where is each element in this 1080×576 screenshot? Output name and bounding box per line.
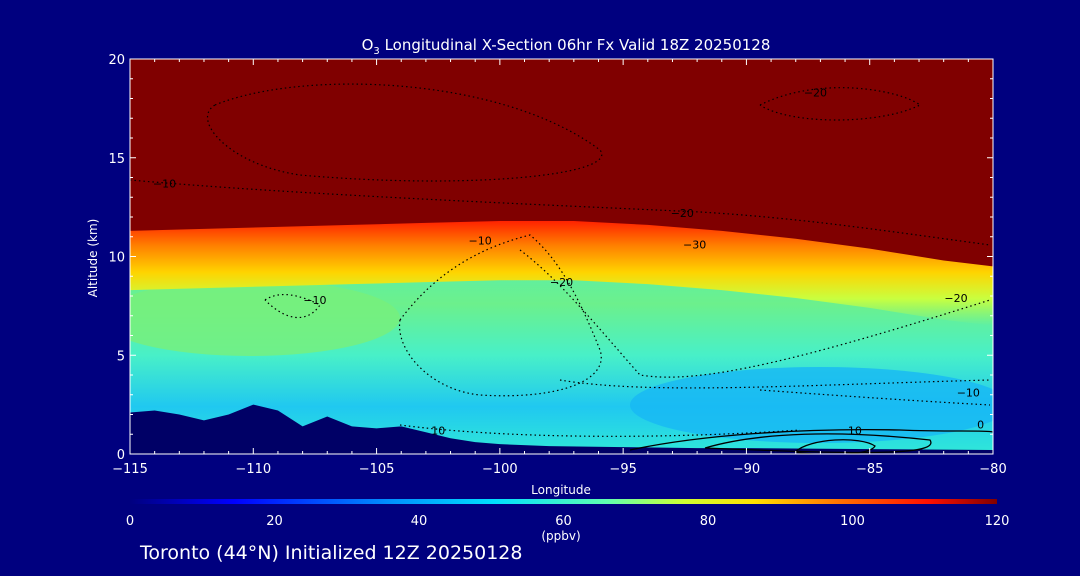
x-tick-label: −85 <box>856 462 883 477</box>
contour-lines <box>130 83 991 437</box>
contour-label: −20 <box>550 276 573 289</box>
contour-line <box>559 379 991 389</box>
y-tick-label: 0 <box>117 448 125 463</box>
x-tick-label: −105 <box>359 462 395 477</box>
contour-label: −10 <box>153 177 176 190</box>
contour-line-ten <box>704 433 932 454</box>
x-tick-label: −95 <box>609 462 636 477</box>
solid-contours <box>629 429 993 454</box>
y-axis-label: Altitude (km) <box>86 219 100 298</box>
contour-label: −10 <box>469 235 492 248</box>
chart-title: O3 Longitudinal X-Section 06hr Fx Valid … <box>362 36 771 57</box>
colorbar-tick-label: 120 <box>985 514 1010 529</box>
terrain <box>130 404 993 454</box>
y-tick-label: 5 <box>117 349 125 364</box>
contour-label: −10 <box>303 294 326 307</box>
lower-cyan-region <box>630 367 993 443</box>
contour-label: −30 <box>683 239 706 252</box>
colorbar-tick-label: 20 <box>266 514 283 529</box>
contour-label: −20 <box>671 207 694 220</box>
colorbar-tick-label: 0 <box>126 514 134 529</box>
x-tick-label: −110 <box>235 462 271 477</box>
contour-label: −20 <box>804 87 827 100</box>
x-axis-label: Longitude <box>531 483 591 497</box>
colorbar-tick-label: 80 <box>700 514 717 529</box>
colorbar-ticks: 0 20 40 60 80 100 120 <box>126 514 1010 529</box>
x-tick-label: −80 <box>979 462 1006 477</box>
tropospheric-green-region <box>130 280 400 356</box>
contour-label: 0 <box>977 418 984 431</box>
x-tick-label: −100 <box>482 462 518 477</box>
footer-info: Toronto (44°N) Initialized 12Z 20250128 <box>140 542 523 564</box>
contour-line-zero <box>629 429 993 451</box>
plot-area: −10 −20 −20 −30 −10 −20 −10 −20 −10 0 10 10 <box>130 59 993 454</box>
y-tick-label: 15 <box>108 152 125 167</box>
x-tick-label: −90 <box>733 462 760 477</box>
contour-line <box>130 179 991 246</box>
y-tick-label: 20 <box>108 53 125 68</box>
colorbar-label: (ppbv) <box>541 529 580 543</box>
stratosphere-region <box>130 59 993 267</box>
x-axis: −115 −110 −105 −100 −95 −90 −85 −80 <box>112 59 1007 477</box>
contour-line-twenty <box>794 439 876 454</box>
contour-label: −10 <box>957 387 980 400</box>
colorbar-tick-label: 100 <box>840 514 865 529</box>
contour-labels: −10 −20 −20 −30 −10 −20 −10 −20 −10 0 10 10 <box>153 87 984 438</box>
x-tick-label: −115 <box>112 462 148 477</box>
contour-line <box>398 234 602 397</box>
contour-label: 10 <box>431 424 445 437</box>
y-tick-label: 10 <box>108 251 125 266</box>
contour-label: 10 <box>848 424 862 437</box>
colorbar <box>130 499 997 504</box>
contour-label: −20 <box>944 292 967 305</box>
colorbar-tick-label: 40 <box>411 514 428 529</box>
colorbar-tick-label: 60 <box>555 514 572 529</box>
y-axis: 0 5 10 15 20 <box>108 53 993 463</box>
